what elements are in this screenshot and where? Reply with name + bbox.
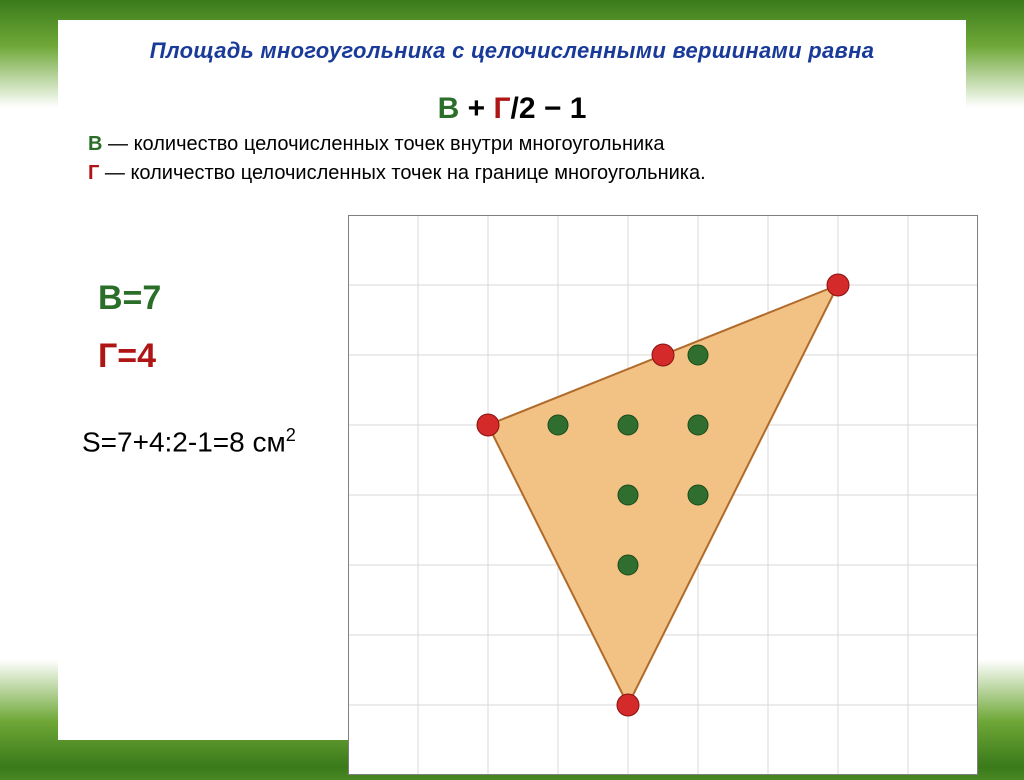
solution-line: S=7+4:2-1=8 см2 <box>82 425 296 458</box>
triangle-grid-diagram <box>348 215 978 780</box>
page-title: Площадь многоугольника с целочисленными … <box>58 38 966 64</box>
definition-b-row: В — количество целочисленных точек внутр… <box>88 130 966 159</box>
definitions: В — количество целочисленных точек внутр… <box>88 130 966 188</box>
solution-exponent: 2 <box>286 425 296 445</box>
formula-plus: + <box>459 92 493 125</box>
definition-b-text: — количество целочисленных точек внутри … <box>102 133 664 155</box>
definition-g-text: — количество целочисленных точек на гран… <box>99 162 705 184</box>
solution-text: S=7+4:2-1=8 см <box>82 426 286 457</box>
definition-g-row: Г — количество целочисленных точек на гр… <box>88 159 966 188</box>
formula-b: В <box>438 92 460 125</box>
definition-g-letter: Г <box>88 162 99 184</box>
picks-formula: В + Г/2 − 1 <box>58 92 966 126</box>
page: Площадь многоугольника с целочисленными … <box>58 20 966 740</box>
formula-rest: /2 − 1 <box>510 92 586 125</box>
value-g: Г=4 <box>98 328 161 386</box>
value-b: В=7 <box>98 270 161 328</box>
grid-svg <box>348 215 978 775</box>
formula-g: Г <box>493 92 510 125</box>
values-block: В=7 Г=4 <box>98 270 161 386</box>
definition-b-letter: В <box>88 133 102 155</box>
